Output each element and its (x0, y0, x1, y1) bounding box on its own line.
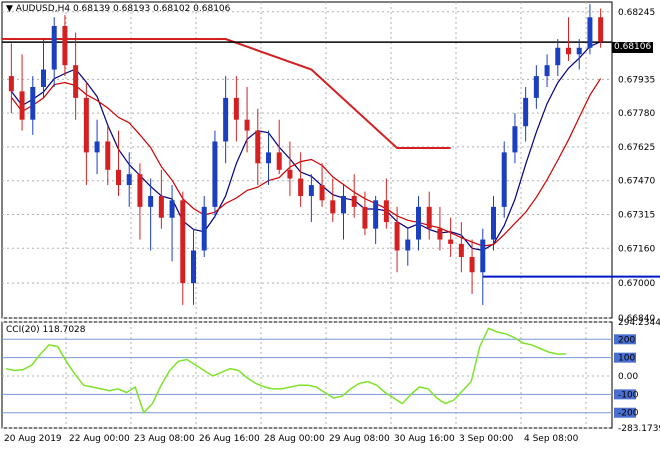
candle-body (266, 152, 271, 164)
time-axis-label: 22 Aug 00:00 (69, 434, 130, 444)
candle-body (148, 195, 154, 207)
candle-body (180, 200, 186, 284)
indicator-title: CCI(20) 118.7028 (6, 325, 86, 335)
candle-body (544, 65, 550, 77)
candle-body (598, 17, 604, 42)
candle-body (394, 222, 400, 251)
price-axis-label: 0.66840 (618, 314, 655, 324)
price-axis-label: 0.67000 (618, 279, 655, 289)
candle-body (287, 169, 293, 179)
candle-body (373, 200, 379, 229)
candle-body (405, 239, 411, 251)
cci-level-flag (614, 352, 636, 363)
candle-body (523, 97, 529, 127)
time-axis-label: 3 Sep 00:00 (459, 434, 514, 444)
candle-body (116, 169, 121, 186)
candle-body (244, 119, 250, 131)
candle-body (458, 243, 464, 257)
candle-body (555, 47, 561, 66)
price-axis-label: 0.67780 (618, 109, 655, 119)
slow-ma-line (10, 78, 602, 247)
price-axis-label: 0.67315 (618, 210, 655, 220)
time-axis-label: 23 Aug 08:00 (134, 434, 195, 444)
candle-body (105, 141, 111, 170)
candle-body (233, 97, 239, 120)
time-axis-label: 28 Aug 00:00 (264, 434, 325, 444)
candle-body (512, 126, 518, 153)
cci-level-flag (614, 389, 636, 400)
candle-body (62, 25, 68, 66)
candle-body (41, 69, 46, 87)
chart-header: ▼ AUDUSD,H4 0.68139 0.68193 0.68102 0.68… (6, 4, 230, 14)
time-axis-label: 26 Aug 16:00 (199, 434, 260, 444)
cci-axis-label: 200 (618, 335, 635, 345)
candle-body (169, 200, 175, 218)
cci-axis-label: 0.00 (618, 372, 638, 382)
candle-body (83, 97, 89, 153)
candle-body (158, 195, 164, 218)
candle-body (416, 206, 421, 240)
candle-body (469, 256, 475, 273)
symbol-label: AUDUSD,H4 (15, 4, 71, 14)
candle-body (383, 200, 389, 223)
price-axis-label: 0.67470 (618, 177, 655, 187)
candle-body (223, 97, 229, 142)
candle-body (255, 130, 261, 164)
cci-axis-label: 294.2344 (618, 318, 660, 328)
candle-body (276, 152, 282, 170)
support-line (482, 275, 660, 278)
time-axis-label: 20 Aug 2019 (4, 434, 62, 444)
price-axis-label: 0.67160 (618, 244, 655, 254)
time-axis-label: 30 Aug 16:00 (394, 434, 455, 444)
candle-body (8, 76, 14, 92)
candle-body (94, 141, 100, 153)
resistance-line (2, 38, 451, 150)
candle-body (126, 174, 132, 186)
cci-axis-label: -200 (618, 409, 639, 419)
cci-level-flag (614, 334, 636, 345)
candle-body (448, 239, 454, 244)
candle-body (191, 250, 196, 284)
candle-body (351, 195, 357, 207)
candle-body (308, 185, 314, 196)
time-axis-label: 4 Sep 08:00 (524, 434, 579, 444)
candle-body (19, 91, 25, 120)
price-axis-label: 0.67935 (618, 75, 655, 85)
candle-body (362, 206, 368, 229)
candle-body (298, 178, 304, 196)
candle-body (437, 228, 443, 240)
candle-body (587, 17, 593, 48)
candle-body (576, 47, 582, 55)
candle-body (480, 239, 486, 273)
candle-body (330, 200, 336, 214)
current-price-flag: 0.68106 (612, 42, 654, 53)
candle-body (51, 25, 57, 70)
cci-level-flag (614, 407, 636, 418)
cci-line (5, 327, 566, 415)
cci-axis-label: -100 (618, 390, 639, 400)
candle-body (501, 152, 507, 207)
candle-body (533, 76, 539, 98)
cci-axis-label: -283.1739 (618, 424, 660, 434)
cci-axis-label: 100 (618, 354, 635, 364)
candle-body (73, 65, 79, 98)
candle-body (341, 195, 346, 214)
candle-body (426, 206, 432, 229)
fast-ma-line (10, 41, 601, 252)
dropdown-arrow-icon[interactable]: ▼ (6, 4, 13, 14)
candle-body (491, 206, 496, 240)
candle-body (319, 185, 325, 201)
price-axis-label: 0.68245 (618, 8, 655, 18)
candle-body (30, 86, 36, 120)
candle-body (566, 47, 571, 55)
ohlc-values: 0.68139 0.68193 0.68102 0.68106 (72, 4, 231, 14)
candle-body (137, 174, 143, 207)
price-axis-label: 0.67625 (618, 143, 655, 153)
candle-body (212, 141, 218, 207)
candle-body (201, 206, 207, 251)
time-axis-label: 29 Aug 08:00 (329, 434, 390, 444)
